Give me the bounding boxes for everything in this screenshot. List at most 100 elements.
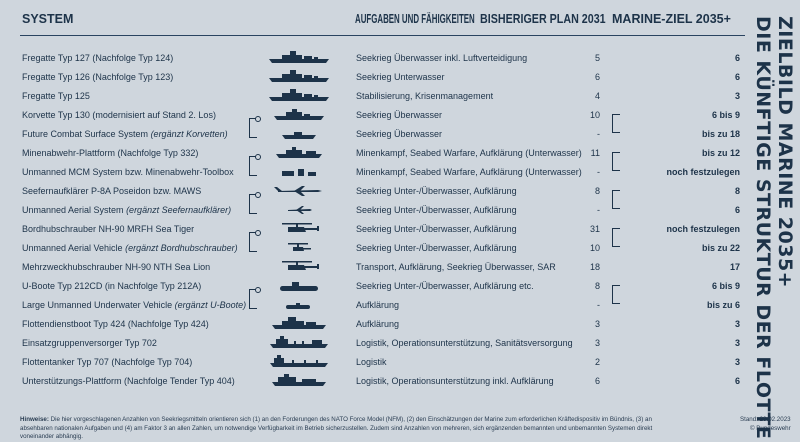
pair-bracket-mpa <box>249 192 261 214</box>
task-description: Seekrieg Unter-/Überwasser, Aufklärung <box>356 243 517 253</box>
plan-2031-value: - <box>597 167 600 177</box>
side-title-line2: DIE KÜNFTIGE STRUKTUR DER FLOTTE <box>752 16 774 440</box>
system-name: Unmanned Aerial Vehicle (ergänzt Bordhub… <box>22 243 238 253</box>
task-description: Seekrieg Überwasser <box>356 110 443 120</box>
system-name: Unmanned MCM System bzw. Minenabwehr-Too… <box>22 167 234 177</box>
rotor-drone-icon <box>268 240 330 255</box>
table-row: Unmanned Aerial Vehicle (ergänzt Bordhub… <box>0 238 745 257</box>
supply-ship-icon <box>268 335 330 350</box>
table-row: Unmanned Aerial System (ergänzt Seeferna… <box>0 200 745 219</box>
system-name: U-Boote Typ 212CD (in Nachfolge Typ 212A… <box>22 281 202 291</box>
table-row: Einsatzgruppenversorger Typ 702 Logistik… <box>0 333 745 352</box>
task-description: Logistik, Operationsunterstützung inkl. … <box>356 376 554 386</box>
column-header-system: SYSTEM <box>22 12 74 26</box>
table-row: Fregatte Typ 125 Stabilisierung, Krisenm… <box>0 86 745 105</box>
corvette-icon <box>268 107 330 122</box>
header-divider <box>20 35 745 36</box>
table-row: Unterstützungs-Plattform (Nachfolge Tend… <box>0 371 745 390</box>
task-description: Seekrieg Unter-/Überwasser, Aufklärung <box>356 186 517 196</box>
table-row: Fregatte Typ 127 (Nachfolge Typ 124) See… <box>0 48 745 67</box>
system-name: Fregatte Typ 126 (Nachfolge Typ 123) <box>22 72 174 82</box>
plan-2031-value: 18 <box>589 262 600 272</box>
system-name: Large Unmanned Underwater Vehicle (ergän… <box>22 300 247 310</box>
uav-icon <box>268 202 330 217</box>
task-description: Seekrieg Unter-/Überwasser, Aufklärung <box>356 224 517 234</box>
system-name: Einsatzgruppenversorger Typ 702 <box>22 338 157 348</box>
frigate-icon <box>268 88 330 103</box>
task-description: Seekrieg Unter-/Überwasser, Aufklärung e… <box>356 281 534 291</box>
plan-2031-value: 6 <box>594 72 600 82</box>
system-name: Mehrzweckhubschrauber NH-90 NTH Sea Lion <box>22 262 211 272</box>
plan-2031-value: 31 <box>589 224 600 234</box>
minehunter-icon <box>268 145 330 160</box>
target-2035-value: 3 <box>734 319 740 329</box>
tender-icon <box>268 373 330 388</box>
task-description: Transport, Aufklärung, Seekrieg Überwass… <box>356 262 556 272</box>
plan-2031-value: 10 <box>589 243 600 253</box>
target-2035-value: bis zu 22 <box>701 243 740 253</box>
target-2035-value: bis zu 18 <box>701 129 740 139</box>
task-description: Minenkampf, Seabed Warfare, Aufklärung (… <box>356 148 582 158</box>
plan-2031-value: 11 <box>590 148 600 158</box>
target-2035-value: noch festzulegen <box>666 167 740 177</box>
target-2035-value: bis zu 6 <box>706 300 740 310</box>
target-2035-value: 6 bis 9 <box>711 281 740 291</box>
plan-2031-value: 4 <box>594 91 600 101</box>
target-2035-value: 6 <box>734 72 740 82</box>
target-2035-value: 3 <box>734 357 740 367</box>
uuv-icon <box>268 297 330 312</box>
table-header: SYSTEM AUFGABEN UND FÄHIGKEITEN BISHERIG… <box>0 0 745 36</box>
task-description: Aufklärung <box>356 319 400 329</box>
table-row: Korvette Typ 130 (modernisiert auf Stand… <box>0 105 745 124</box>
plan-2031-value: - <box>597 129 600 139</box>
target-2035-value: 6 <box>734 53 740 63</box>
task-description: Stabilisierung, Krisenmanagement <box>356 91 494 101</box>
system-note: (ergänzt Seefernaufklärer) <box>126 205 232 215</box>
target-pair-bracket <box>612 114 620 133</box>
system-name: Korvette Typ 130 (modernisiert auf Stand… <box>22 110 216 120</box>
system-name: Fregatte Typ 125 <box>22 91 90 101</box>
submarine-icon <box>268 278 330 293</box>
task-description: Minenkampf, Seabed Warfare, Aufklärung (… <box>356 167 582 177</box>
table-row: Flottendienstboot Typ 424 (Nachfolge Typ… <box>0 314 745 333</box>
unmanned-boat-icon <box>268 126 330 141</box>
target-2035-value: 6 <box>734 376 740 386</box>
target-pair-bracket <box>612 190 620 209</box>
target-pair-bracket <box>612 285 620 304</box>
frigate-icon <box>268 69 330 84</box>
table-row: Bordhubschrauber NH-90 MRFH Sea Tiger Se… <box>0 219 745 238</box>
table-row: Seefernaufklärer P-8A Poseidon bzw. MAWS… <box>0 181 745 200</box>
task-description: Seekrieg Überwasser inkl. Luftverteidigu… <box>356 53 528 63</box>
system-name: Future Combat Surface System (ergänzt Ko… <box>22 129 228 139</box>
target-2035-value: 6 bis 9 <box>711 110 740 120</box>
target-2035-value: 3 <box>734 91 740 101</box>
drone-toolbox-icon <box>268 164 330 179</box>
target-2035-value: 3 <box>734 338 740 348</box>
target-2035-value: bis zu 12 <box>701 148 740 158</box>
task-description: Logistik <box>356 357 387 367</box>
plan-2031-value: 6 <box>594 376 600 386</box>
system-name: Unmanned Aerial System (ergänzt Seeferna… <box>22 205 232 215</box>
column-header-plan: BISHERIGER PLAN 2031 <box>480 12 606 26</box>
table-row: Minenabwehr-Plattform (Nachfolge Typ 332… <box>0 143 745 162</box>
table-row: U-Boote Typ 212CD (in Nachfolge Typ 212A… <box>0 276 745 295</box>
footnote: Hinweise: Die hier vorgeschlagenen Anzah… <box>20 416 680 442</box>
side-title: ZIELBILD MARINE 2035+ DIE KÜNFTIGE STRUK… <box>748 0 800 439</box>
task-description: Aufklärung <box>356 300 400 310</box>
fleet-table: Fregatte Typ 127 (Nachfolge Typ 124) See… <box>0 48 745 390</box>
tanker-icon <box>268 354 330 369</box>
system-note: (ergänzt Bordhubschrauber) <box>125 243 238 253</box>
system-name: Bordhubschrauber NH-90 MRFH Sea Tiger <box>22 224 195 234</box>
column-header-target: MARINE-ZIEL 2035+ <box>612 12 731 26</box>
system-name: Minenabwehr-Plattform (Nachfolge Typ 332… <box>22 148 199 158</box>
table-row: Unmanned MCM System bzw. Minenabwehr-Too… <box>0 162 745 181</box>
system-note: (ergänzt U-Boote) <box>174 300 247 310</box>
helicopter-icon <box>268 259 330 274</box>
intelligence-ship-icon <box>268 316 330 331</box>
date-stamp: Stand: 23.02.2023 <box>740 416 791 423</box>
table-row: Flottentanker Typ 707 (Nachfolge Typ 704… <box>0 352 745 371</box>
target-pair-bracket <box>612 228 620 247</box>
target-2035-value: noch festzulegen <box>666 224 740 234</box>
plan-2031-value: - <box>597 300 600 310</box>
pair-bracket-mcm <box>249 154 261 176</box>
